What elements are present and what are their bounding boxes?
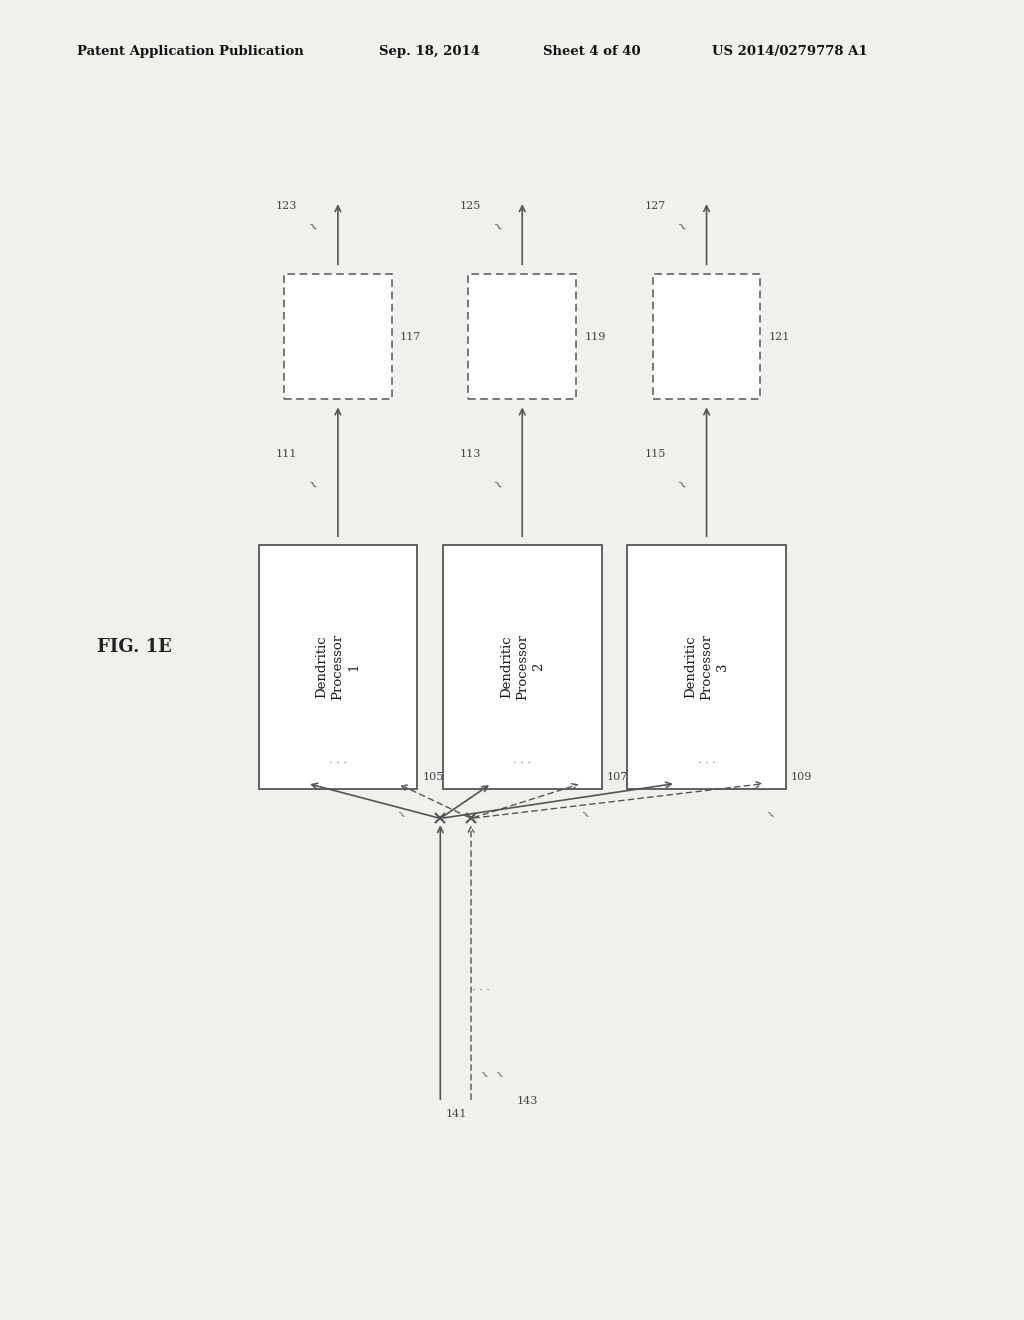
Text: 119: 119	[584, 331, 605, 342]
Bar	[469, 275, 575, 399]
Text: 127: 127	[644, 201, 666, 211]
Text: ∼: ∼	[304, 219, 321, 236]
Text: FIG. 1E: FIG. 1E	[97, 638, 172, 656]
Text: 105: 105	[423, 772, 443, 781]
Text: US 2014/0279778 A1: US 2014/0279778 A1	[712, 45, 867, 58]
Text: Dendritic
Processor
1: Dendritic Processor 1	[315, 634, 360, 700]
Text: ∼: ∼	[492, 1069, 505, 1082]
Text: 125: 125	[460, 201, 481, 211]
Text: 143: 143	[517, 1096, 539, 1106]
Text: 115: 115	[644, 449, 666, 458]
Text: ∼: ∼	[488, 477, 505, 494]
Text: . . .: . . .	[472, 982, 490, 991]
Bar	[258, 545, 418, 789]
Text: 117: 117	[399, 331, 421, 342]
Text: 109: 109	[791, 772, 812, 781]
Text: 111: 111	[275, 449, 297, 458]
Text: Dendritic
Processor
3: Dendritic Processor 3	[684, 634, 729, 700]
Text: . . .: . . .	[697, 755, 716, 764]
Text: Dendritic
Processor
2: Dendritic Processor 2	[500, 634, 545, 700]
Text: Sheet 4 of 40: Sheet 4 of 40	[543, 45, 640, 58]
Text: ∼: ∼	[476, 1069, 489, 1082]
Text: 107: 107	[606, 772, 628, 781]
Text: 121: 121	[768, 331, 790, 342]
Text: ∼: ∼	[673, 219, 689, 236]
Text: 123: 123	[275, 201, 297, 211]
Text: ∼: ∼	[393, 808, 408, 822]
Text: . . .: . . .	[329, 755, 347, 764]
Text: ∼: ∼	[673, 477, 689, 494]
Bar	[442, 545, 602, 789]
Text: Sep. 18, 2014: Sep. 18, 2014	[379, 45, 480, 58]
Text: Patent Application Publication: Patent Application Publication	[77, 45, 303, 58]
Text: ∼: ∼	[304, 477, 321, 494]
Bar	[653, 275, 760, 399]
Bar	[285, 275, 391, 399]
Text: ∼: ∼	[488, 219, 505, 236]
Text: 141: 141	[445, 1109, 467, 1119]
Bar	[627, 545, 786, 789]
Text: ∼: ∼	[762, 808, 776, 822]
Text: 113: 113	[460, 449, 481, 458]
Text: . . .: . . .	[513, 755, 531, 764]
Text: ∼: ∼	[578, 808, 592, 822]
